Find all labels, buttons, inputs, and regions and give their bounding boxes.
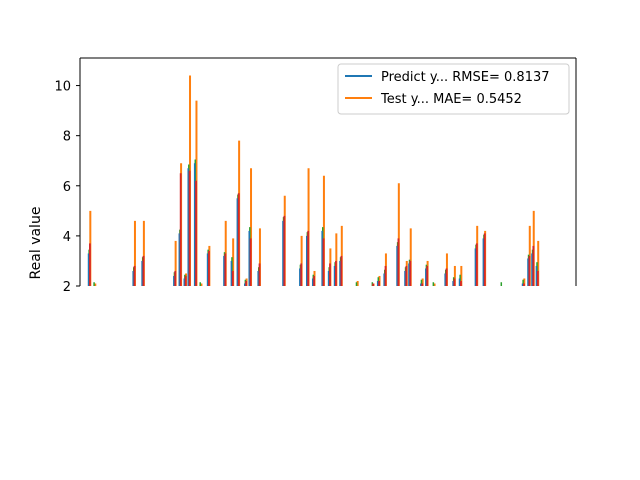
legend-label-test: Test y... MAE= 0.5452 [380,92,522,107]
y-axis-label: Real value [28,207,44,280]
y-axis-ticks: 2 4 6 8 10 [54,80,80,295]
y-tick-label: 6 [63,180,71,195]
data-series-layer [87,75,540,286]
legend-frame [337,63,570,115]
y-tick-label: 10 [54,80,71,95]
legend-label-predict: Predict y... RMSE= 0.8137 [381,70,550,85]
y-tick-label: 4 [63,230,71,245]
y-tick-label: 2 [63,280,71,295]
legend: Predict y... RMSE= 0.8137 Test y... MAE=… [337,63,570,115]
y-tick-label: 8 [63,130,71,145]
